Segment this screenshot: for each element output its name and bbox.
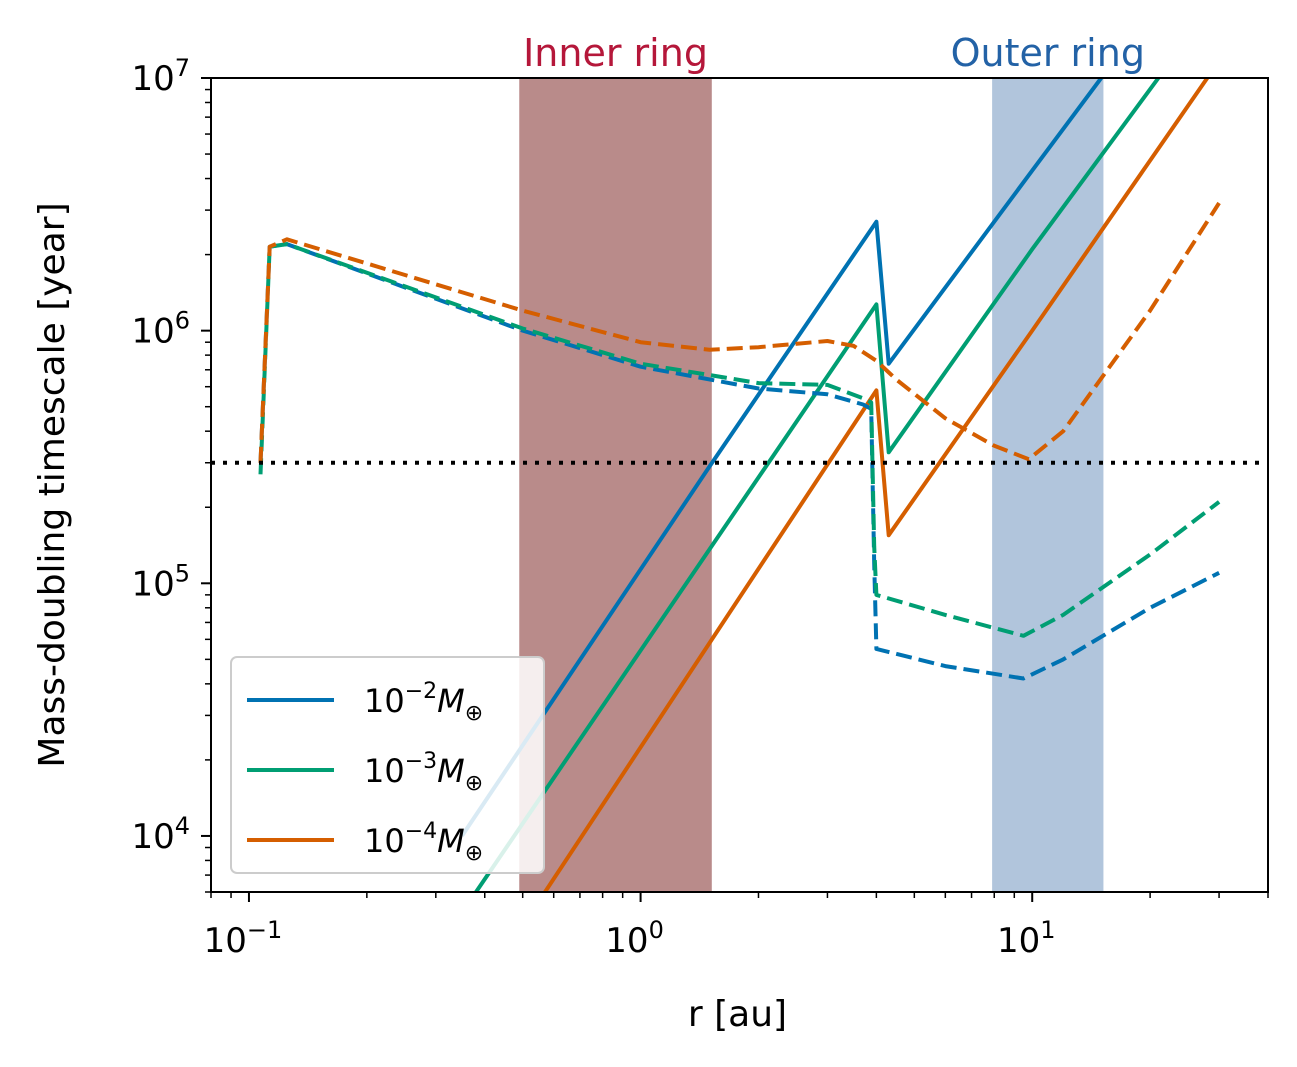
- y-tick-label: 105: [131, 559, 190, 604]
- series-line-1: [474, 78, 1161, 892]
- y-tick-label: 104: [131, 812, 190, 857]
- y-tick-label: 106: [131, 307, 190, 352]
- y-axis-label: Mass-doubling timescale [year]: [32, 202, 73, 767]
- outer-ring-band: [992, 78, 1104, 892]
- series-line-0: [460, 78, 1103, 838]
- series-line-4: [258, 242, 1221, 638]
- series-line-2: [543, 78, 1209, 892]
- series-line-5: [258, 201, 1221, 463]
- series-layer: [258, 78, 1221, 892]
- legend-box: [230, 656, 545, 874]
- legend-label-0: 10−2M⊕: [364, 679, 483, 726]
- legend-label-2: 10−4M⊕: [364, 819, 483, 866]
- x-tick-label: 10−1: [204, 916, 283, 961]
- ticks-layer: [201, 77, 1269, 902]
- x-axis-label: r [au]: [688, 994, 787, 1035]
- y-tick-label: 107: [131, 54, 190, 99]
- labels-layer: Inner ring Outer ring 10−1 100 101 104 105 106 1…: [32, 31, 1145, 1035]
- legend-label-1: 10−3M⊕: [364, 749, 483, 796]
- outer-ring-label: Outer ring: [951, 31, 1145, 75]
- inner-ring-label: Inner ring: [523, 31, 708, 75]
- plot-frame: [210, 77, 1269, 893]
- inner-ring-band: [519, 78, 712, 892]
- x-tick-label: 100: [605, 916, 664, 961]
- legend: 10−2M⊕ 10−3M⊕ 10−4M⊕: [230, 656, 545, 874]
- regions-layer: [519, 78, 1104, 892]
- x-tick-label: 101: [997, 916, 1056, 961]
